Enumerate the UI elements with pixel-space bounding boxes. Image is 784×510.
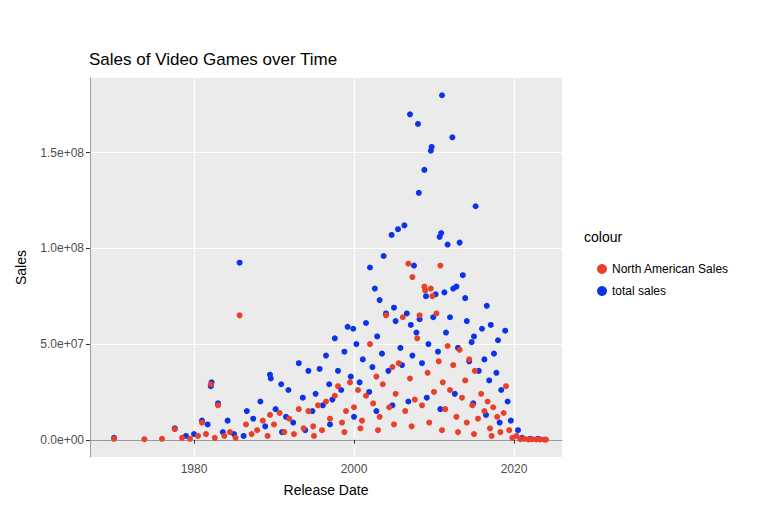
svg-text:2000: 2000: [341, 462, 368, 476]
svg-text:1.5e+08: 1.5e+08: [40, 146, 84, 160]
svg-text:colour: colour: [584, 229, 622, 245]
svg-text:1.0e+08: 1.0e+08: [40, 241, 84, 255]
svg-text:Sales of Video Games over Time: Sales of Video Games over Time: [89, 50, 337, 69]
svg-text:Release Date: Release Date: [284, 482, 369, 498]
svg-text:North American Sales: North American Sales: [612, 262, 728, 276]
svg-text:1980: 1980: [181, 462, 208, 476]
svg-text:0.0e+00: 0.0e+00: [40, 433, 84, 447]
svg-text:Sales: Sales: [13, 250, 29, 285]
svg-text:2020: 2020: [501, 462, 528, 476]
svg-text:5.0e+07: 5.0e+07: [40, 337, 84, 351]
svg-text:total sales: total sales: [612, 284, 666, 298]
